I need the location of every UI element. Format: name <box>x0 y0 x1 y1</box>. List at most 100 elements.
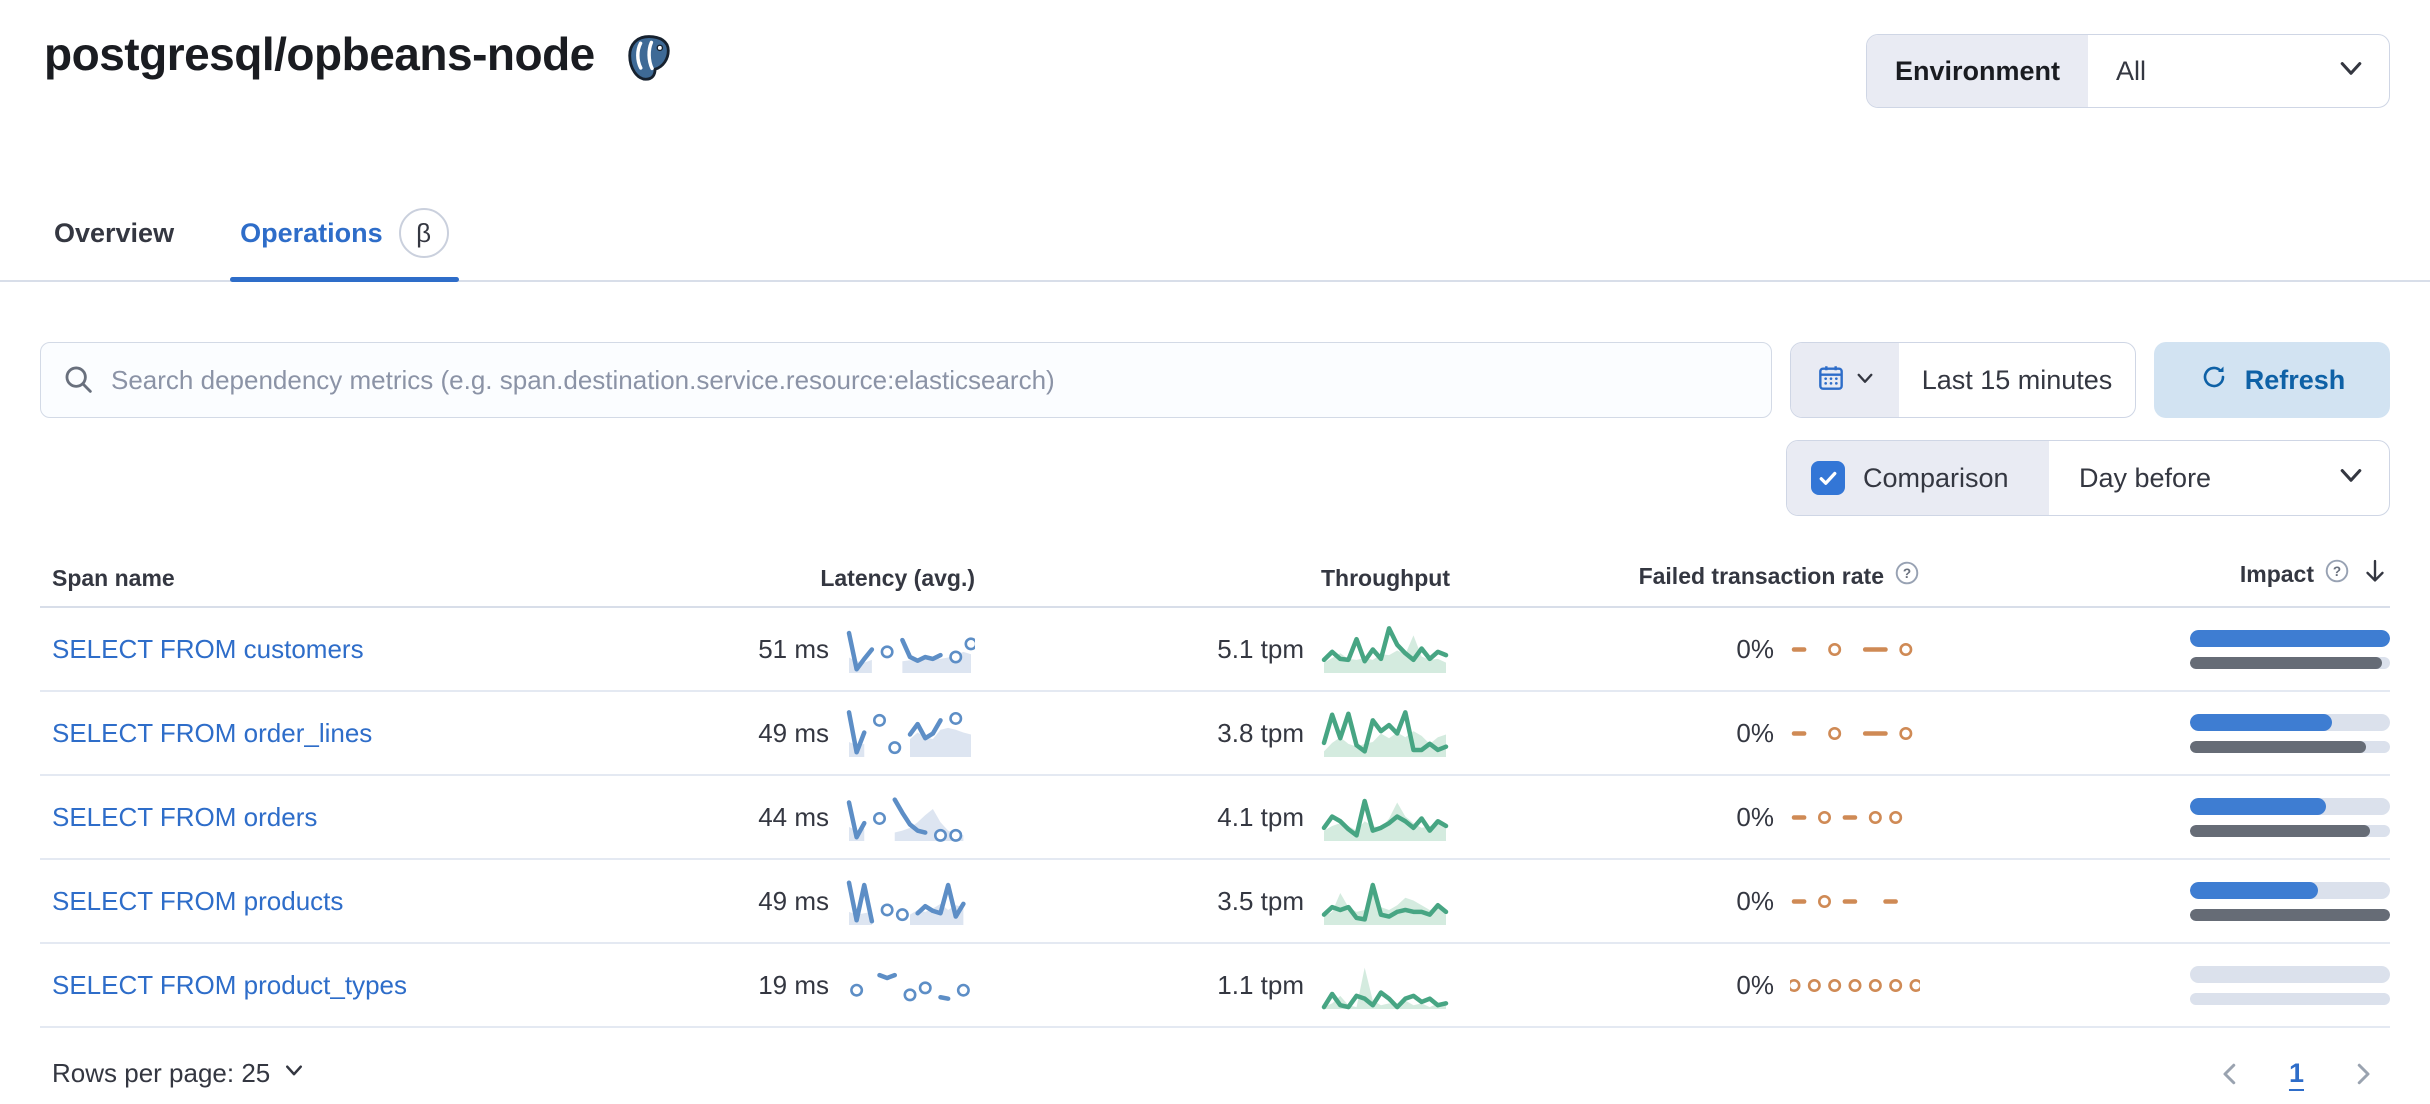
tab-operations[interactable]: Operations β <box>230 208 459 282</box>
span-name-link[interactable]: SELECT FROM order_lines <box>52 717 373 748</box>
failed-rate-value: 0% <box>1736 717 1774 748</box>
table-row: SELECT FROM products 49 ms 3.5 tpm 0% <box>40 860 2390 944</box>
latency-sparkline <box>846 797 964 842</box>
next-page-button[interactable] <box>2348 1059 2378 1089</box>
toolbar: Last 15 minutes Refresh <box>40 342 2390 418</box>
comparison-toolbar: Comparison Day before <box>40 440 2390 516</box>
beta-badge: β <box>398 208 449 258</box>
environment-filter-value: All <box>2116 55 2147 86</box>
throughput-value: 3.8 tpm <box>1217 717 1304 748</box>
rows-per-page-label: Rows per page: 25 <box>52 1058 271 1088</box>
page-title: postgresql/opbeans-node <box>44 28 595 80</box>
table-row: SELECT FROM product_types 19 ms 1.1 tpm … <box>40 944 2390 1028</box>
sort-desc-icon <box>2360 556 2390 592</box>
table-header-row: Span name Latency (avg.) Throughput Fail… <box>40 556 2390 608</box>
tab-operations-label: Operations <box>240 217 383 248</box>
comparison-checkbox[interactable] <box>1811 461 1845 495</box>
page-header: postgresql/opbeans-node Environment All <box>0 0 2430 108</box>
time-range-value[interactable]: Last 15 minutes <box>1921 364 2113 395</box>
table-body: SELECT FROM customers 51 ms 5.1 tpm 0% S… <box>40 608 2390 1028</box>
throughput-value: 4.1 tpm <box>1217 801 1304 832</box>
rows-per-page-button[interactable]: Rows per page: 25 <box>52 1058 306 1089</box>
refresh-icon <box>2199 362 2229 399</box>
page-number[interactable]: 1 <box>2288 1058 2304 1088</box>
comparison-control: Comparison Day before <box>1786 440 2390 516</box>
previous-page-button[interactable] <box>2215 1059 2245 1089</box>
column-header-impact[interactable]: Impact ? <box>2240 556 2390 592</box>
impact-bars <box>2190 881 2390 921</box>
impact-bars <box>2190 713 2390 753</box>
failed-rate-sparkline <box>1791 894 1898 908</box>
failed-rate-value: 0% <box>1736 969 1774 1000</box>
impact-bar-previous <box>2190 992 2390 1005</box>
impact-bars <box>2190 629 2390 669</box>
operations-table: Span name Latency (avg.) Throughput Fail… <box>40 556 2390 1028</box>
throughput-sparkline <box>1321 626 1449 673</box>
latency-sparkline <box>846 880 966 925</box>
failed-rate-sparkline <box>1791 642 1913 656</box>
tab-overview-label: Overview <box>54 217 175 248</box>
environment-filter-label: Environment <box>1867 35 2089 107</box>
environment-filter[interactable]: Environment All <box>1866 34 2390 108</box>
latency-value: 51 ms <box>758 633 829 664</box>
throughput-sparkline <box>1321 881 1449 925</box>
impact-bar-previous <box>2190 656 2390 669</box>
span-name-link[interactable]: SELECT FROM customers <box>52 633 364 664</box>
svg-text:?: ? <box>1903 566 1911 581</box>
impact-bar-current <box>2190 965 2390 983</box>
search-box <box>40 342 1772 418</box>
help-icon: ? <box>1894 560 1920 592</box>
latency-sparkline <box>846 710 971 757</box>
failed-rate-sparkline <box>1791 726 1913 740</box>
throughput-sparkline <box>1321 967 1449 1010</box>
refresh-button[interactable]: Refresh <box>2154 342 2390 418</box>
comparison-label: Comparison <box>1863 462 2009 493</box>
svg-text:?: ? <box>2333 564 2341 579</box>
pagination: 1 <box>2215 1058 2378 1089</box>
latency-sparkline <box>850 972 970 1002</box>
column-header-span-name[interactable]: Span name <box>52 565 175 591</box>
search-icon <box>62 363 96 402</box>
failed-rate-sparkline <box>1790 978 1920 992</box>
calendar-icon <box>1815 362 1847 399</box>
span-name-link[interactable]: SELECT FROM orders <box>52 801 318 832</box>
failed-rate-value: 0% <box>1736 633 1774 664</box>
impact-bar-current <box>2190 797 2390 815</box>
comparison-select[interactable]: Day before <box>2049 441 2389 515</box>
column-header-failed-rate[interactable]: Failed transaction rate ? <box>1639 560 1920 592</box>
impact-bar-current <box>2190 629 2390 647</box>
latency-value: 19 ms <box>758 969 829 1000</box>
impact-bars <box>2190 797 2390 837</box>
tab-overview[interactable]: Overview <box>44 208 184 280</box>
latency-sparkline <box>846 630 975 673</box>
impact-bar-previous <box>2190 908 2390 921</box>
search-input[interactable] <box>40 342 1772 418</box>
table-row: SELECT FROM customers 51 ms 5.1 tpm 0% <box>40 608 2390 692</box>
failed-rate-value: 0% <box>1736 801 1774 832</box>
column-header-latency[interactable]: Latency (avg.) <box>820 565 975 591</box>
latency-value: 44 ms <box>758 801 829 832</box>
chevron-down-icon <box>1855 368 1875 393</box>
impact-bar-previous <box>2190 824 2390 837</box>
column-header-throughput[interactable]: Throughput <box>1320 565 1450 591</box>
table-footer: Rows per page: 25 1 <box>40 1058 2390 1089</box>
table-row: SELECT FROM orders 44 ms 4.1 tpm 0% <box>40 776 2390 860</box>
throughput-sparkline <box>1321 798 1449 841</box>
tab-bar: Overview Operations β <box>0 208 2430 282</box>
comparison-value: Day before <box>2079 462 2212 493</box>
throughput-value: 3.5 tpm <box>1217 885 1304 916</box>
chevron-down-icon <box>2337 54 2365 89</box>
failed-rate-value: 0% <box>1736 885 1774 916</box>
table-row: SELECT FROM order_lines 49 ms 3.8 tpm 0% <box>40 692 2390 776</box>
chevron-down-icon <box>282 1058 306 1089</box>
latency-value: 49 ms <box>758 717 829 748</box>
date-quick-select[interactable] <box>1791 343 1899 417</box>
postgresql-icon <box>623 32 675 89</box>
span-name-link[interactable]: SELECT FROM products <box>52 885 344 916</box>
chevron-down-icon <box>2337 461 2365 496</box>
span-name-link[interactable]: SELECT FROM product_types <box>52 969 407 1000</box>
latency-value: 49 ms <box>758 885 829 916</box>
date-picker[interactable]: Last 15 minutes <box>1790 342 2136 418</box>
failed-rate-sparkline <box>1791 810 1903 824</box>
